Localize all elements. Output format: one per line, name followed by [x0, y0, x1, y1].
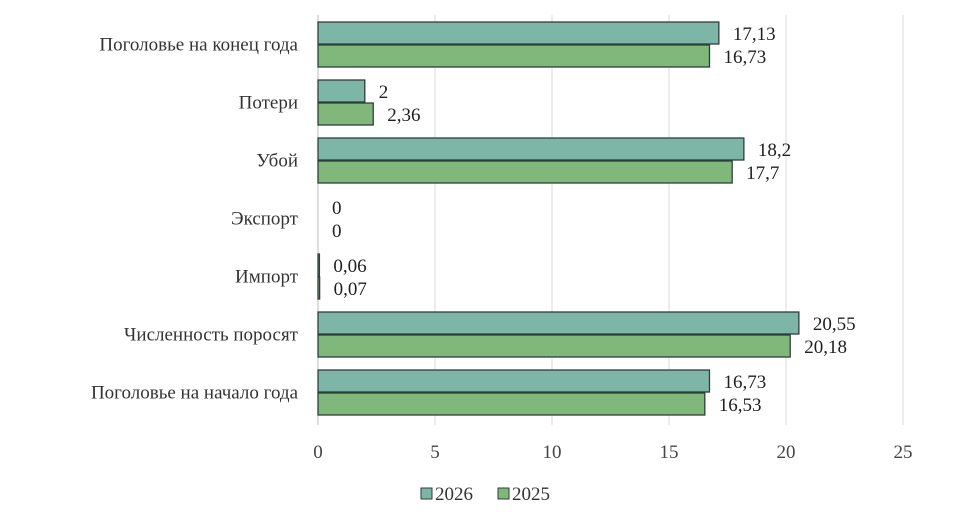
data-label: 20,55 [813, 314, 856, 335]
legend-swatch-2026 [420, 487, 433, 500]
legend-swatch-2025 [497, 487, 510, 500]
bar-2025 [317, 44, 711, 68]
category-label: Убой [256, 151, 298, 172]
data-label: 2,36 [387, 105, 420, 126]
data-label: 17,7 [746, 163, 779, 184]
bar-2025 [317, 334, 791, 358]
data-label: 0 [332, 198, 342, 219]
bar-2026 [317, 137, 745, 161]
bar-2026 [317, 369, 711, 393]
data-label: 0 [332, 221, 342, 242]
x-axis-tick-labels: 0 5 10 15 20 25 [313, 442, 912, 463]
x-tick-label: 15 [660, 442, 679, 463]
data-label: 18,2 [758, 140, 791, 161]
category-label: Поголовье на конец года [99, 35, 298, 56]
data-label: 16,73 [723, 47, 766, 68]
bar-2026 [317, 79, 366, 103]
bar-2026 [317, 311, 800, 335]
x-tick-label: 10 [543, 442, 562, 463]
legend-label: 2026 [435, 484, 473, 505]
category-label: Численность поросят [124, 325, 299, 346]
data-label: 16,53 [719, 395, 762, 416]
category-label: Импорт [235, 267, 299, 288]
bar-2026 [317, 253, 321, 277]
legend-label: 2025 [512, 484, 550, 505]
bar-2025 [317, 276, 321, 300]
bars [317, 21, 800, 416]
x-tick-label: 25 [894, 442, 913, 463]
data-labels: 17,1316,7322,3618,217,7000,060,0720,5520… [332, 24, 856, 416]
data-label: 20,18 [804, 337, 847, 358]
category-label: Поголовье на начало года [91, 383, 299, 404]
gridlines [317, 15, 904, 425]
legend: 2026 2025 [420, 484, 550, 505]
data-label: 0,07 [334, 279, 367, 300]
bar-2025 [317, 160, 733, 184]
category-label: Экспорт [231, 209, 299, 230]
data-label: 0,06 [333, 256, 366, 277]
category-labels: Поголовье на конец года Потери Убой Экспорт… [91, 35, 299, 404]
data-label: 2 [379, 82, 389, 103]
data-label: 17,13 [733, 24, 776, 45]
data-label: 16,73 [723, 372, 766, 393]
bar-2025 [317, 392, 706, 416]
x-tick-label: 0 [313, 442, 323, 463]
x-tick-label: 20 [777, 442, 796, 463]
x-tick-label: 5 [430, 442, 440, 463]
category-label: Потери [239, 93, 298, 114]
bar-2026 [317, 21, 720, 45]
bar-2025 [317, 102, 374, 126]
